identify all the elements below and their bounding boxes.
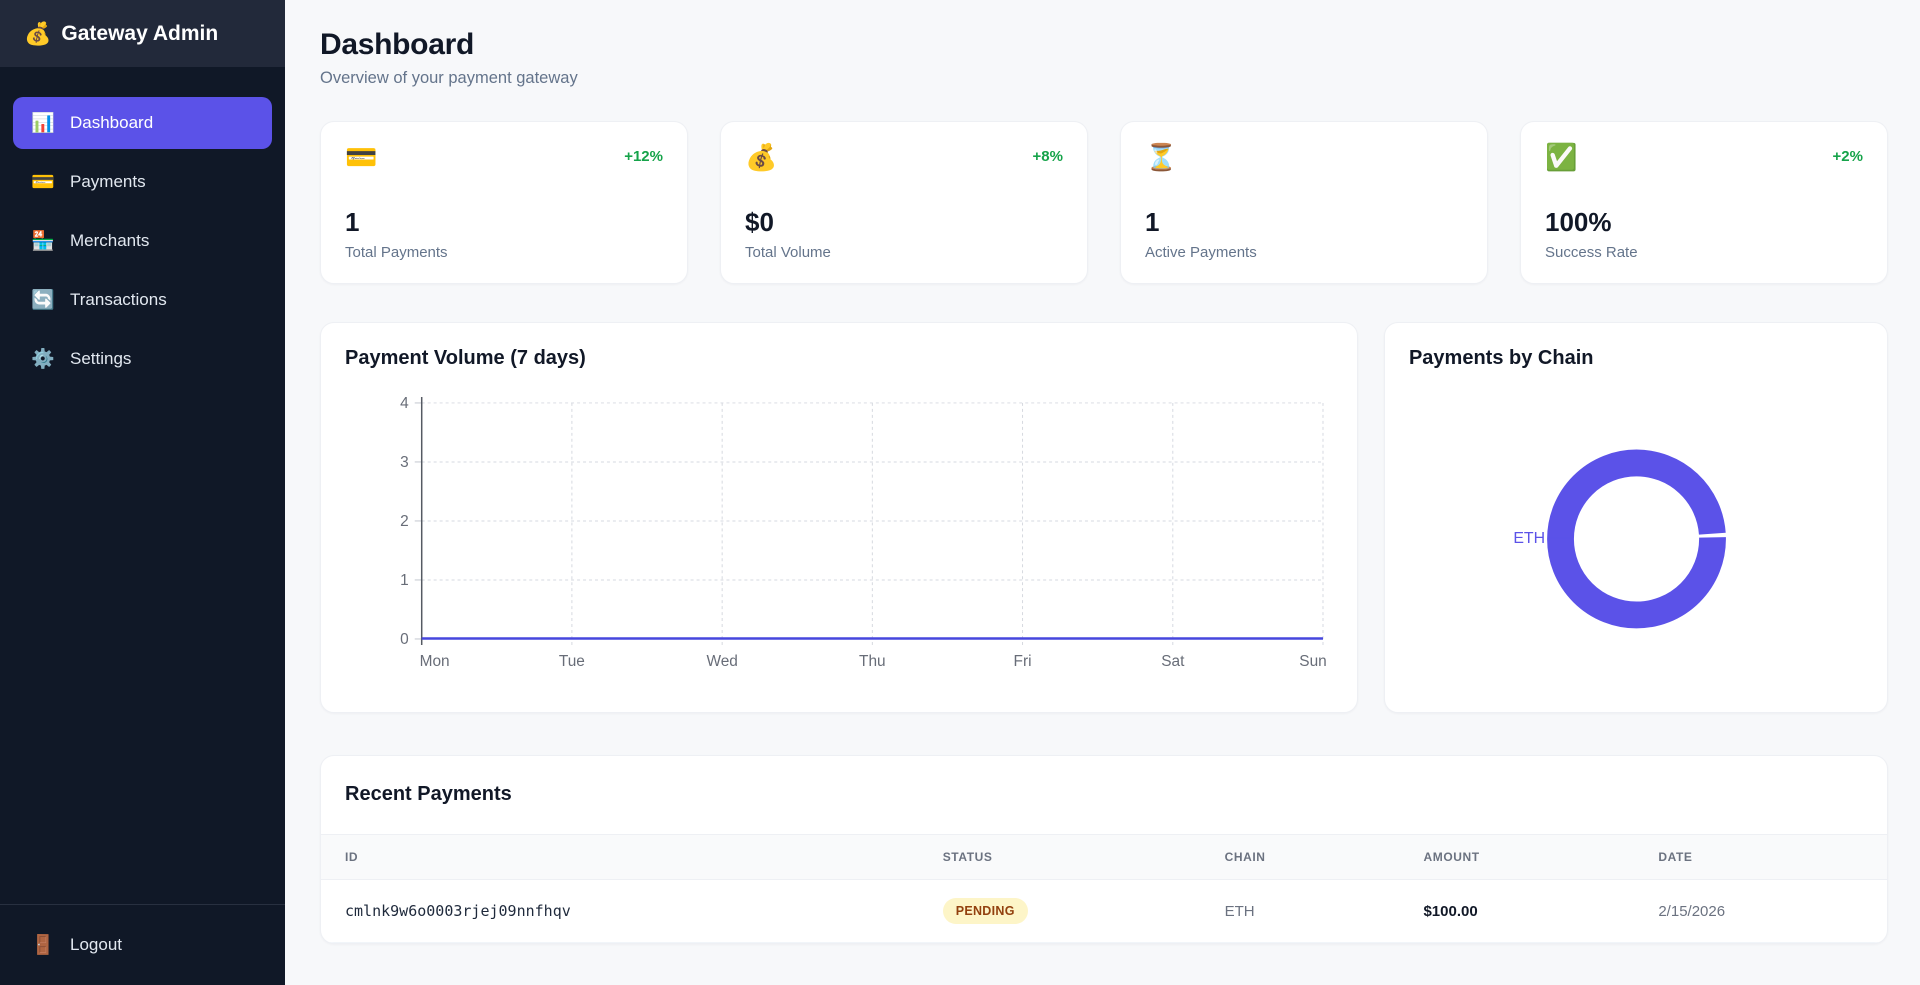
- x-tick-label: Sat: [1161, 653, 1185, 670]
- stat-label: Active Payments: [1145, 244, 1257, 261]
- hourglass-icon: ⏳: [1145, 142, 1178, 172]
- table-title: Recent Payments: [345, 783, 512, 805]
- column-header-chain: CHAIN: [1224, 834, 1424, 880]
- table-row: cmlnk9w6o0003rjej09nnfhqv PENDING ETH $1…: [321, 879, 1887, 943]
- stat-value: 1: [1145, 207, 1160, 237]
- sidebar-item-merchants[interactable]: 🏪 Merchants: [13, 215, 272, 267]
- stats-grid: 💳 +12% 1 Total Payments 💰 +8% $0 Total V…: [320, 121, 1888, 284]
- stat-label: Success Rate: [1545, 244, 1638, 261]
- sidebar-item-label: Merchants: [70, 231, 150, 250]
- sidebar-item-label: Payments: [70, 172, 146, 191]
- chart-title: Payments by Chain: [1408, 347, 1594, 369]
- check-mark-icon: ✅: [1545, 142, 1578, 172]
- y-tick-label: 1: [400, 572, 409, 589]
- y-tick-label: 2: [400, 513, 409, 530]
- main-content: Dashboard Overview of your payment gatew…: [285, 0, 1920, 985]
- sidebar-footer: 🚪 Logout: [0, 904, 285, 985]
- amount-cell: $100.00: [1423, 879, 1659, 943]
- stat-change: +8%: [1032, 148, 1063, 165]
- store-icon: 🏪: [31, 231, 55, 252]
- y-tick-label: 3: [400, 454, 409, 471]
- x-tick-label: Thu: [859, 653, 886, 670]
- date-cell: 2/15/2026: [1658, 879, 1887, 943]
- sidebar-nav: 📊 Dashboard 💳 Payments 🏪 Merchants 🔄 Tra…: [0, 67, 285, 904]
- sidebar-item-payments[interactable]: 💳 Payments: [13, 156, 272, 208]
- money-bag-icon: 💰: [24, 20, 52, 46]
- credit-card-icon: 💳: [31, 172, 55, 193]
- arrows-cycle-icon: 🔄: [31, 290, 55, 311]
- page-title: Dashboard: [320, 28, 474, 61]
- chart-title: Payment Volume (7 days): [345, 347, 586, 369]
- sidebar-item-label: Transactions: [70, 290, 167, 309]
- chain-cell: ETH: [1224, 879, 1424, 943]
- column-header-id: ID: [321, 834, 943, 880]
- stat-card-active-payments: ⏳ 1 Active Payments: [1120, 121, 1488, 284]
- payments-by-chain-card: Payments by Chain ETH: [1383, 322, 1888, 713]
- sidebar-item-label: Settings: [70, 349, 132, 368]
- logout-label: Logout: [70, 935, 122, 954]
- column-header-status: STATUS: [942, 834, 1225, 880]
- payment-volume-chart-card: Payment Volume (7 days): [320, 322, 1358, 713]
- payment-id-cell: cmlnk9w6o0003rjej09nnfhqv: [321, 879, 943, 943]
- sidebar-brand: 💰 Gateway Admin: [0, 0, 285, 67]
- payments-by-chain-donut: ETH: [1513, 449, 1726, 629]
- y-tick-label: 4: [400, 395, 409, 412]
- column-header-date: DATE: [1658, 834, 1887, 880]
- x-tick-label: Sun: [1299, 653, 1326, 670]
- y-tick-label: 0: [400, 631, 409, 648]
- stat-card-total-volume: 💰 +8% $0 Total Volume: [720, 121, 1088, 284]
- stat-change: +2%: [1832, 148, 1863, 165]
- stat-change: +12%: [624, 148, 663, 165]
- payment-volume-line-chart: 4 3 2 1 0 Mon Tue Wed Thu Fri Sat Sun: [400, 395, 1327, 670]
- charts-row: Payment Volume (7 days): [320, 322, 1888, 713]
- stat-label: Total Payments: [345, 244, 448, 261]
- recent-payments-table: ID STATUS CHAIN AMOUNT DATE cmlnk9w6o000…: [321, 834, 1887, 943]
- stat-label: Total Volume: [745, 244, 831, 261]
- x-tick-label: Fri: [1014, 653, 1032, 670]
- x-tick-label: Wed: [706, 653, 737, 670]
- table-header-row: ID STATUS CHAIN AMOUNT DATE: [321, 834, 1887, 880]
- sidebar-item-dashboard[interactable]: 📊 Dashboard: [13, 97, 272, 149]
- door-icon: 🚪: [31, 935, 55, 956]
- recent-payments-card: Recent Payments ID STATUS CHAIN AMOUNT D…: [320, 755, 1888, 944]
- stat-value: 100%: [1545, 207, 1612, 237]
- x-tick-label: Mon: [420, 653, 450, 670]
- status-cell: PENDING: [942, 879, 1225, 943]
- money-bag-icon: 💰: [745, 142, 778, 172]
- sidebar: 💰 Gateway Admin 📊 Dashboard 💳 Payments 🏪…: [0, 0, 285, 985]
- gear-icon: ⚙️: [31, 349, 55, 370]
- bar-chart-icon: 📊: [31, 113, 55, 134]
- stat-card-total-payments: 💳 +12% 1 Total Payments: [320, 121, 688, 284]
- stat-value: 1: [345, 207, 360, 237]
- sidebar-item-label: Dashboard: [70, 113, 154, 132]
- page-subtitle: Overview of your payment gateway: [320, 69, 578, 87]
- brand-title: Gateway Admin: [61, 21, 219, 45]
- column-header-amount: AMOUNT: [1423, 834, 1659, 880]
- stat-value: $0: [745, 207, 774, 237]
- status-badge: PENDING: [942, 898, 1028, 924]
- donut-ring-eth: [1547, 449, 1726, 629]
- x-tick-label: Tue: [559, 653, 585, 670]
- sidebar-item-settings[interactable]: ⚙️ Settings: [13, 333, 272, 385]
- donut-label-eth: ETH: [1513, 530, 1545, 547]
- logout-button[interactable]: 🚪 Logout: [13, 919, 272, 971]
- credit-card-icon: 💳: [345, 142, 378, 172]
- sidebar-item-transactions[interactable]: 🔄 Transactions: [13, 274, 272, 326]
- stat-card-success-rate: ✅ +2% 100% Success Rate: [1520, 121, 1888, 284]
